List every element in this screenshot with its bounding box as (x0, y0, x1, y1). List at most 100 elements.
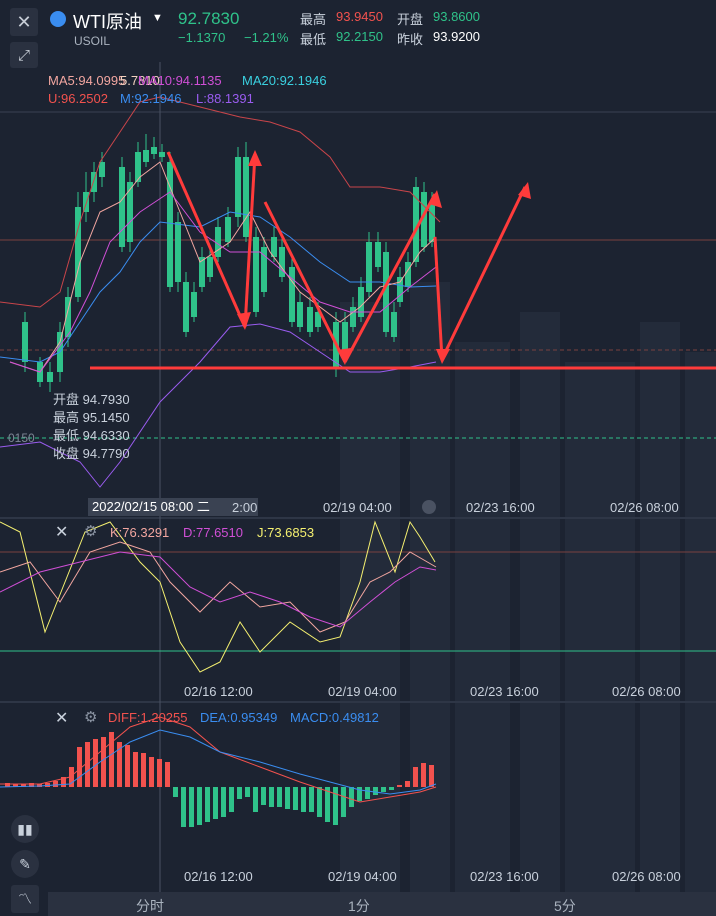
macd-bar-positive (13, 784, 18, 787)
macd-bar-negative (301, 787, 306, 812)
high-label: 最高 (300, 12, 327, 27)
time-axis-current: 2022/02/15 08:00 二 (88, 498, 258, 516)
candle-body (159, 152, 165, 157)
candle-body (215, 227, 221, 257)
candle-body (261, 247, 267, 292)
macd-bar-positive (37, 784, 42, 787)
macd-bar-negative (309, 787, 314, 812)
expand-button[interactable]: ⤢ (10, 42, 38, 68)
macd-bar-negative (205, 787, 210, 822)
tab-1min[interactable]: 1分 (348, 898, 370, 914)
open-value: 93.8600 (433, 9, 480, 24)
macd-bar-negative (245, 787, 250, 797)
chart-canvas[interactable] (0, 62, 716, 916)
arrow-down-2[interactable] (263, 201, 347, 363)
candle-body (225, 217, 231, 242)
macd-bar-positive (429, 765, 434, 787)
time-axis-label: 02/23 16:00 (466, 500, 535, 515)
candle-body (397, 277, 403, 302)
time-axis-label: 02/19 04:00 (323, 500, 392, 515)
tab-timeshare[interactable]: 分时 (136, 898, 164, 914)
quote-header: ✕ WTI原油 ▼ USOIL 92.7830 −1.1370 −1.21% 最… (0, 0, 716, 62)
boll-lower-line (0, 323, 437, 488)
time-axis-label: 2:00 (232, 500, 258, 515)
candlestick-icon: ▮▮ (17, 820, 33, 837)
macd-bar-positive (85, 742, 90, 787)
candle-body (75, 207, 81, 297)
ohlc-open: 开盘 94.7930 (53, 392, 130, 407)
macd-bar-positive (21, 784, 26, 787)
macd-bar-positive (77, 747, 82, 787)
macd-bar-positive (397, 785, 402, 787)
candle-body (289, 267, 295, 322)
ma10-label: MA10:94.1135 (138, 73, 222, 88)
macd-diff-label: DIFF:1.20255 (108, 710, 188, 725)
macd-bar-positive (109, 732, 114, 787)
candle-body (366, 242, 372, 292)
indicator-button[interactable]: 〽 (11, 885, 39, 913)
macd-settings-icon[interactable]: ⚙ (84, 709, 98, 726)
scroll-handle[interactable] (422, 500, 436, 514)
kdj-k-line (0, 541, 437, 633)
macd-bar-negative (277, 787, 282, 807)
macd-bar-negative (357, 787, 362, 801)
macd-bar-positive (165, 762, 170, 787)
macd-bar-negative (365, 787, 370, 799)
candle-body (307, 307, 313, 332)
kdj-time-label: 02/26 08:00 (612, 684, 681, 699)
prev-close-label: 昨收 (397, 32, 424, 47)
macd-bar-negative (197, 787, 202, 825)
symbol-name[interactable]: WTI原油 (73, 12, 142, 32)
candle-body (119, 167, 125, 247)
macd-bar-negative (237, 787, 242, 799)
symbol-logo-icon (50, 11, 66, 27)
high-value: 93.9450 (336, 9, 383, 24)
macd-bar-negative (285, 787, 290, 809)
macd-bar-positive (69, 767, 74, 787)
low-value: 92.2150 (336, 29, 383, 44)
kdj-settings-icon[interactable]: ⚙ (84, 523, 98, 540)
candle-body (421, 192, 427, 247)
kdj-k-label: K:76.3291 (110, 525, 170, 540)
kdj-time-label: 02/19 04:00 (328, 684, 397, 699)
kdj-time-label: 02/23 16:00 (470, 684, 539, 699)
expand-icon: ⤢ (17, 46, 30, 64)
kdj-close-icon[interactable]: ✕ (55, 524, 69, 541)
macd-bar-positive (125, 745, 130, 787)
candle-style-button[interactable]: ▮▮ (11, 815, 39, 843)
candle-body (127, 182, 133, 242)
macd-bar-positive (157, 759, 162, 787)
macd-bar-negative (381, 787, 386, 792)
ma5-line (9, 161, 437, 373)
arrow-up-1[interactable] (243, 153, 257, 328)
drawn-trend-arrows[interactable] (90, 151, 716, 370)
arrow-down-3[interactable] (433, 236, 444, 360)
macd-bar-positive (61, 777, 66, 787)
price-change: −1.1370 (178, 30, 226, 45)
close-button[interactable]: ✕ (10, 8, 38, 36)
symbol-code: USOIL (74, 34, 111, 48)
candle-body (342, 322, 348, 352)
chevron-down-icon[interactable]: ▼ (152, 12, 163, 24)
candle-body (297, 302, 303, 327)
macd-bar-negative (253, 787, 258, 812)
left-axis-label: 0150 (8, 431, 35, 445)
macd-bar-negative (213, 787, 218, 819)
macd-value-label: MACD:0.49812 (290, 710, 379, 725)
arrow-up-3[interactable] (440, 186, 527, 360)
tab-5min[interactable]: 5分 (554, 898, 576, 914)
macd-bar-negative (325, 787, 330, 822)
price-change-pct: −1.21% (244, 30, 289, 45)
macd-bar-negative (293, 787, 298, 810)
boll-lower-label: L:88.1391 (196, 91, 254, 106)
candle-body (279, 247, 285, 277)
draw-button[interactable]: ✎ (11, 850, 39, 878)
arrow-up-2[interactable] (343, 193, 437, 363)
macd-bar-positive (5, 783, 10, 787)
macd-bar-positive (141, 753, 146, 787)
macd-bar-positive (53, 781, 58, 787)
macd-close-icon[interactable]: ✕ (55, 710, 69, 727)
boll-mid-label: M:92.1946 (120, 91, 182, 106)
arrow-down-1[interactable] (166, 151, 247, 328)
candle-body (405, 262, 411, 287)
